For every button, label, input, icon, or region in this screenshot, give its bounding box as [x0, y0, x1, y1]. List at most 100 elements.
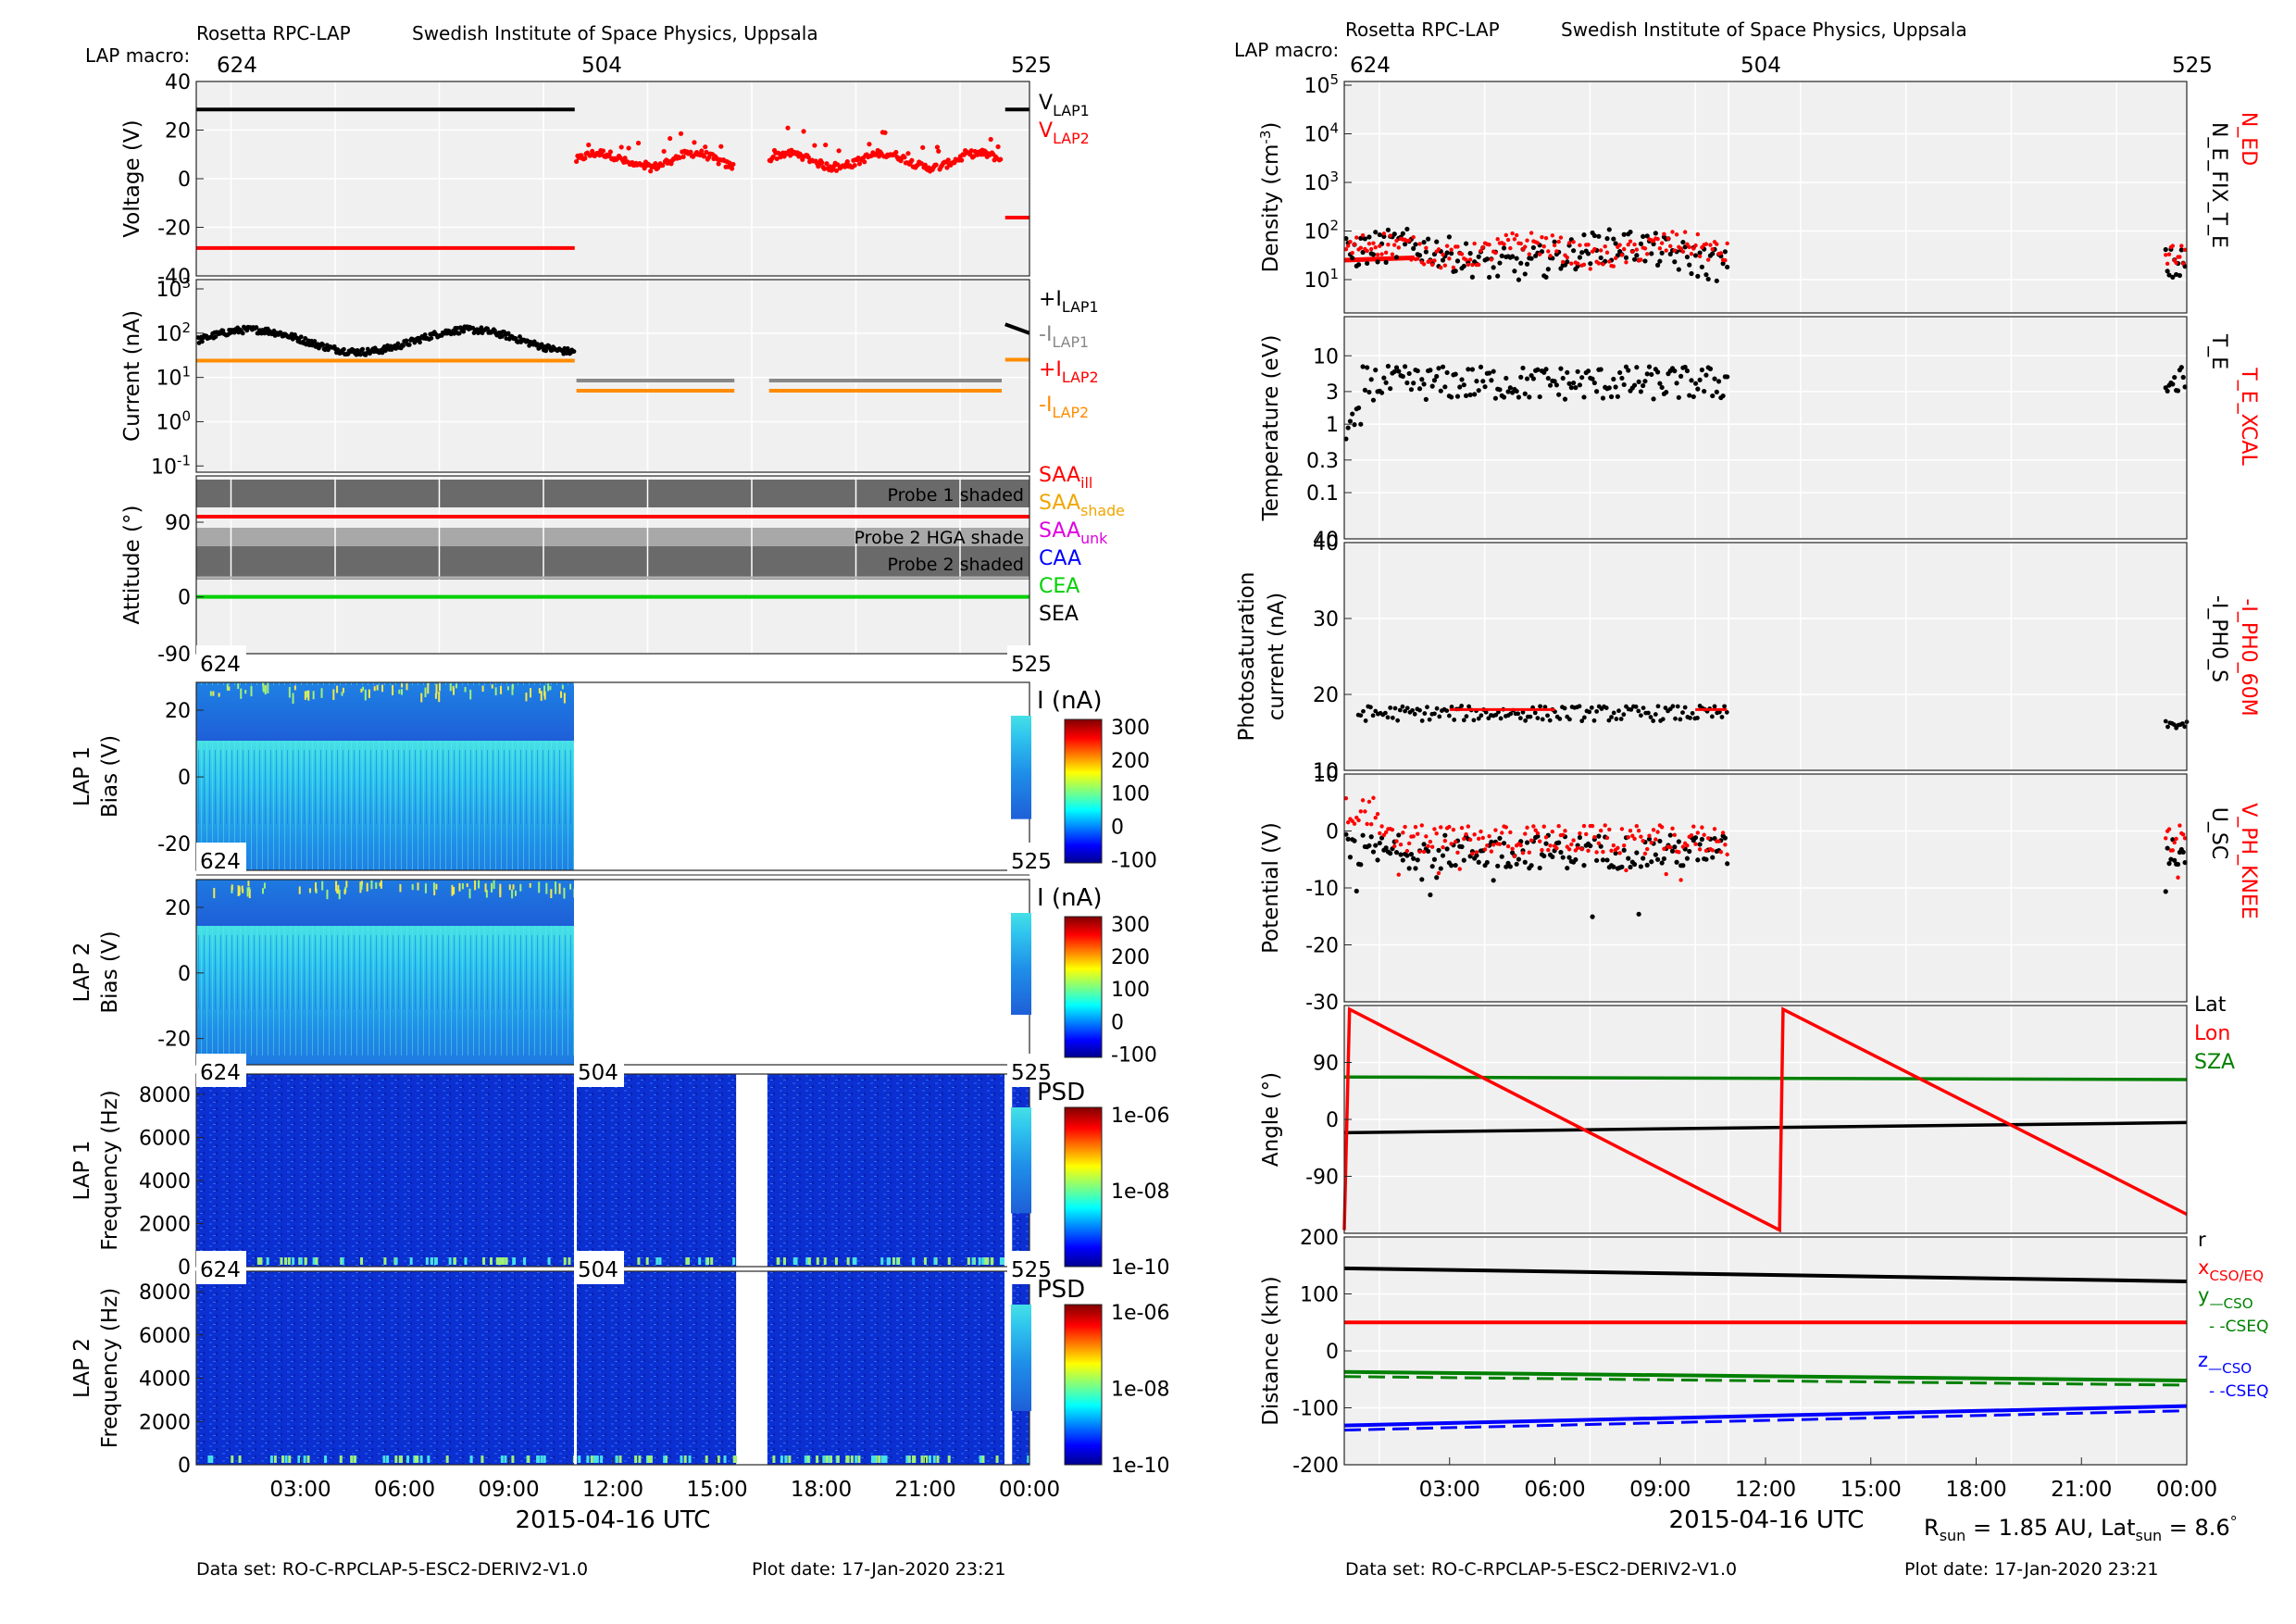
heatmap-speck	[341, 692, 343, 696]
data-point	[1579, 718, 1585, 724]
heatmap-speck	[345, 881, 348, 888]
heatmap-speck	[281, 1455, 285, 1463]
heatmap-speck	[469, 1455, 473, 1463]
data-point	[1493, 828, 1498, 832]
data-point	[1352, 838, 1357, 843]
data-point	[1452, 718, 1457, 722]
macro-label-624: 624	[217, 54, 257, 78]
data-point	[1459, 825, 1465, 831]
colorbar-label: PSD	[1037, 1079, 1085, 1106]
data-point	[1611, 710, 1616, 716]
x-tick-label: 12:00	[1735, 1478, 1796, 1502]
data-point	[1358, 809, 1364, 814]
data-point	[213, 334, 218, 340]
data-point	[1489, 849, 1494, 854]
data-point	[1422, 711, 1428, 716]
heatmap-speck	[343, 889, 346, 895]
data-point	[1489, 257, 1494, 262]
data-point	[1529, 863, 1534, 868]
data-point	[1591, 718, 1597, 723]
heatmap-speck	[638, 1455, 642, 1463]
axes-frame	[195, 279, 1030, 473]
data-point	[1444, 244, 1450, 248]
data-point	[648, 169, 654, 174]
heatmap-speck	[307, 690, 310, 701]
y-axis-label: LAP 1	[70, 1141, 94, 1201]
data-point	[1558, 235, 1564, 240]
data-point	[812, 143, 817, 148]
data-point	[1537, 394, 1542, 400]
heatmap-fill	[767, 1271, 1004, 1465]
data-point	[1672, 369, 1678, 374]
data-point	[824, 161, 830, 167]
data-point	[2182, 724, 2188, 730]
heatmap-speck	[453, 688, 455, 695]
data-point	[1619, 375, 1625, 381]
plot-area	[1344, 543, 2187, 770]
data-point	[1691, 394, 1696, 400]
data-point	[1642, 379, 1648, 384]
data-point	[1725, 852, 1729, 857]
lap1_bias-y-tick-label: 0	[178, 767, 191, 790]
data-point	[1466, 704, 1472, 709]
heatmap-speck	[469, 689, 472, 700]
data-point	[1403, 824, 1407, 830]
data-point	[1507, 864, 1513, 869]
data-point	[934, 144, 941, 150]
data-point	[852, 162, 857, 169]
data-point	[1604, 835, 1610, 841]
data-point	[1581, 863, 1587, 868]
data-point	[1569, 261, 1574, 266]
data-point	[1664, 871, 1668, 877]
data-point	[1641, 839, 1645, 843]
data-point	[1425, 705, 1429, 710]
data-point	[1487, 243, 1491, 247]
heatmap-speck	[464, 1257, 468, 1265]
data-point	[1426, 843, 1430, 849]
data-point	[1702, 389, 1707, 394]
y-axis-label: LAP 2	[70, 943, 94, 1003]
data-point	[1634, 850, 1640, 856]
data-point	[1607, 259, 1612, 264]
heatmap-speck	[543, 691, 546, 700]
heatmap-speck	[451, 884, 454, 896]
data-point	[1457, 867, 1462, 871]
lap2_freq-y-tick-label: 8000	[139, 1281, 191, 1305]
data-point	[1685, 843, 1690, 848]
colorbar-tick-label: -100	[1111, 1043, 1157, 1067]
data-point	[1366, 241, 1372, 246]
y-axis-label: Frequency (Hz)	[98, 1288, 122, 1448]
data-point	[1592, 834, 1597, 840]
data-point	[1527, 850, 1532, 855]
data-point	[2164, 836, 2168, 841]
data-point	[1558, 849, 1564, 856]
heatmap-speck	[845, 1455, 849, 1463]
data-point	[1491, 878, 1496, 883]
series-n-ed	[1343, 255, 1415, 263]
y-axis-label: Angle (°)	[1259, 1072, 1283, 1167]
data-point	[1604, 250, 1610, 255]
data-point	[1563, 829, 1567, 833]
data-point	[1677, 850, 1681, 855]
data-point	[1560, 375, 1566, 381]
angle-legend-Lat: Lat	[2194, 993, 2227, 1017]
data-point	[1649, 251, 1654, 256]
data-point	[844, 159, 850, 165]
data-point	[1659, 250, 1665, 256]
data-point	[1655, 704, 1661, 709]
data-point	[680, 154, 686, 159]
data-point	[1654, 369, 1661, 375]
data-point	[1697, 847, 1703, 852]
heatmap-speck	[228, 686, 231, 692]
colorbar	[1064, 1106, 1103, 1268]
data-point	[1404, 226, 1410, 232]
data-point	[1402, 242, 1408, 247]
data-point	[1651, 241, 1656, 247]
heatmap-speck	[359, 881, 362, 893]
colorbar-tick-label: 1e-10	[1111, 1455, 1169, 1478]
heatmap-speck	[540, 1455, 543, 1463]
x-axis-label: 2015-04-16 UTC	[516, 1506, 711, 1534]
macro-tag-bg	[574, 1251, 624, 1284]
data-point	[1545, 713, 1550, 718]
data-point	[1459, 704, 1465, 708]
